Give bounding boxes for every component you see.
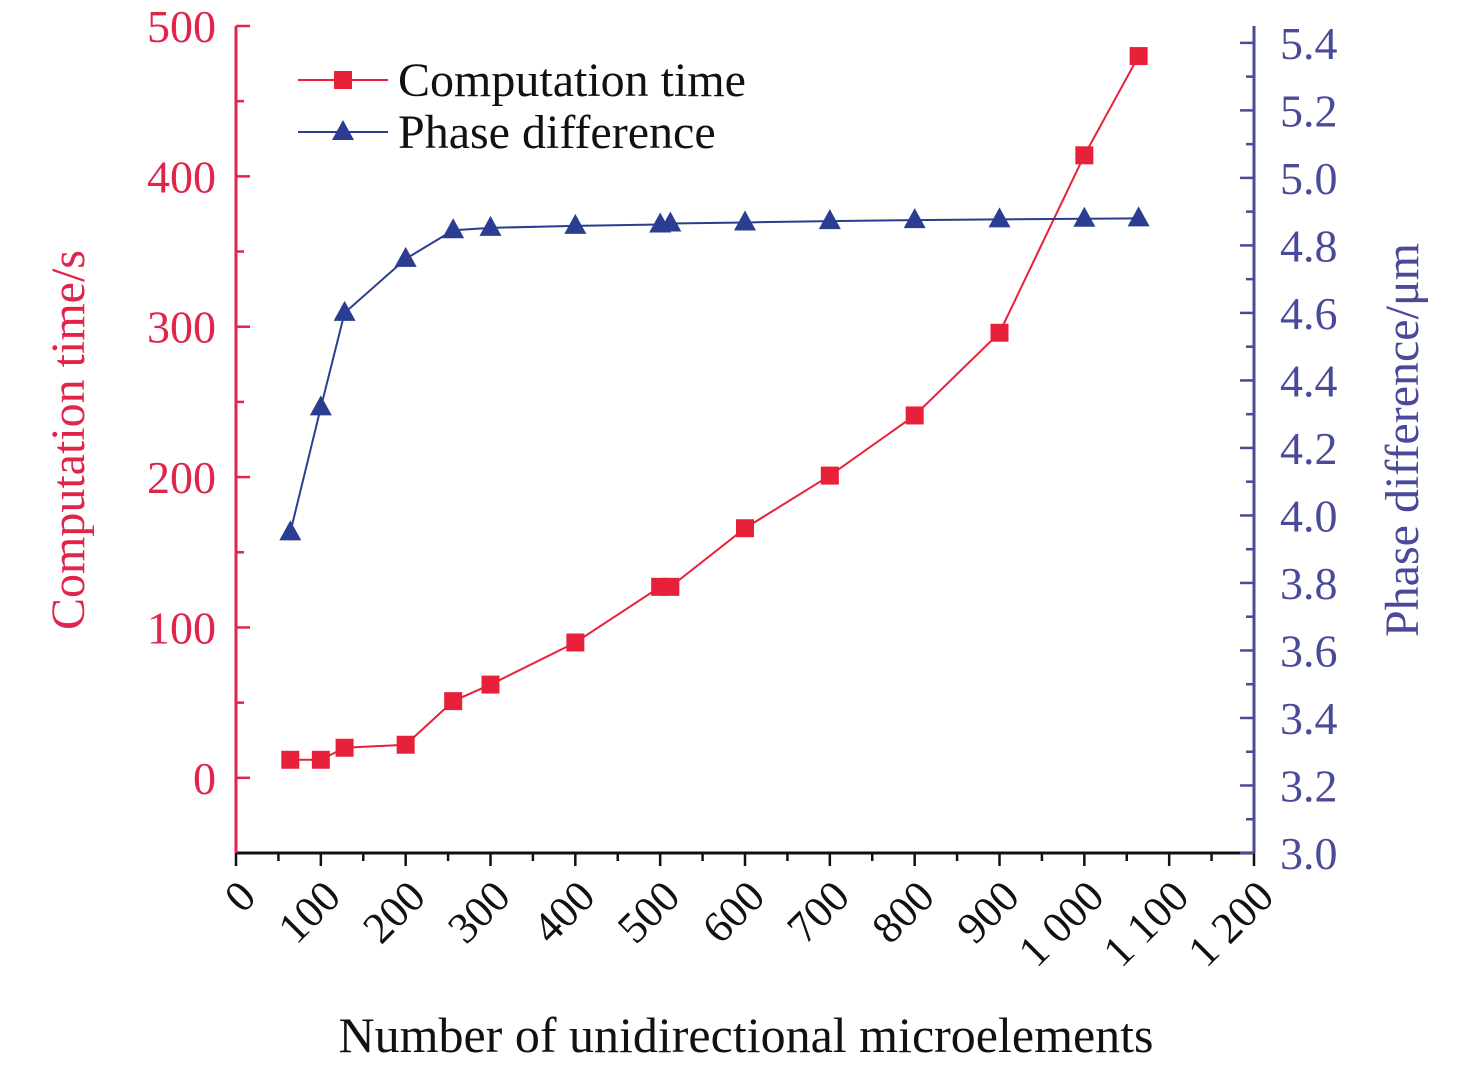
series-computation-time [281,47,1148,769]
x-tick-label: 400 [523,871,604,952]
y-right-tick-label: 5.2 [1280,85,1338,136]
data-point [990,323,1009,342]
data-point [659,211,682,232]
y-left-tick-label: 400 [147,151,216,202]
x-tick-label: 600 [693,871,774,952]
series-line [290,55,1140,761]
data-point [479,215,502,236]
x-tick-label: 100 [269,871,350,952]
y-right-tick-label: 5.0 [1280,153,1338,204]
legend-marker [332,120,354,140]
x-tick-label: 500 [608,871,689,952]
data-point [281,750,300,769]
x-tick-label: 200 [353,871,434,952]
y-right-tick-label: 4.2 [1280,423,1338,474]
y-right-tick-label: 4.4 [1280,355,1338,406]
data-point [1075,146,1094,165]
x-tick-label: 1 100 [1094,871,1199,976]
data-point [818,209,841,230]
data-point [481,675,500,694]
y-right-tick-label: 3.2 [1280,760,1338,811]
y-right-tick-label: 3.4 [1280,693,1338,744]
data-point [820,466,839,485]
x-tick-label: 700 [778,871,859,952]
y-axis-label-left: Computation time/s [42,250,95,630]
y-right-tick-label: 4.6 [1280,288,1338,339]
legend-label: Phase difference [398,106,716,159]
data-point [566,633,585,652]
y-right-tick-label: 3.8 [1280,558,1338,609]
data-point [903,208,926,229]
data-point [736,519,754,538]
y-left-tick-label: 100 [147,602,216,653]
y-left-tick-label: 200 [147,452,216,503]
data-point [988,207,1011,228]
data-point [661,577,680,596]
data-point [734,210,756,231]
y-right-tick-label: 4.0 [1280,490,1338,541]
y-left-tick-label: 500 [147,1,216,52]
legend-label: Computation time [398,54,746,107]
y-left-tick-label: 300 [147,302,216,353]
data-point [394,246,417,267]
x-tick-label: 1 200 [1178,871,1283,976]
x-tick-label: 1 000 [1009,871,1114,976]
x-tick-label: 300 [438,871,519,952]
data-point [279,520,302,541]
data-point [396,735,415,754]
series-layer [279,47,1150,769]
data-point [444,692,463,711]
y-right-tick-label: 3.0 [1280,828,1338,879]
y-right-tick-label: 3.6 [1280,625,1338,676]
y-right-tick-label: 5.4 [1280,18,1338,69]
data-point [333,300,356,321]
series-line [289,217,1139,533]
data-point [442,218,465,239]
data-point [311,750,330,769]
data-point [309,395,332,416]
y-left-tick-label: 0 [193,753,216,804]
data-point [564,213,587,234]
legend-marker [334,71,352,89]
y-axis-label-right: Phase difference/μm [1376,243,1429,637]
data-point [335,738,354,757]
x-axis-label: Number of unidirectional microelements [338,1007,1153,1063]
data-point [905,406,924,425]
x-tick-label: 800 [862,871,943,952]
x-tick-label: 0 [215,871,265,921]
series-phase-difference [279,206,1150,541]
data-point [1073,206,1096,227]
y-right-tick-label: 4.8 [1280,220,1338,271]
data-point [1127,206,1150,227]
data-point [1129,47,1148,66]
